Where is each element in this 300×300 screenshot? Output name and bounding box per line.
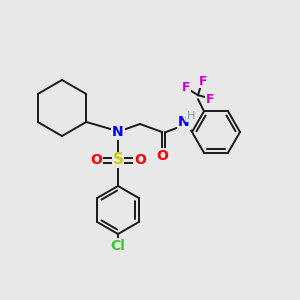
Text: O: O bbox=[134, 153, 146, 167]
Text: F: F bbox=[199, 75, 207, 88]
Text: O: O bbox=[90, 153, 102, 167]
Text: F: F bbox=[206, 93, 214, 106]
Text: Cl: Cl bbox=[111, 239, 125, 253]
Text: S: S bbox=[112, 152, 124, 167]
Text: N: N bbox=[112, 125, 124, 139]
Text: O: O bbox=[156, 149, 168, 163]
Text: N: N bbox=[178, 115, 190, 129]
Text: F: F bbox=[182, 81, 190, 94]
Text: H: H bbox=[187, 111, 195, 121]
